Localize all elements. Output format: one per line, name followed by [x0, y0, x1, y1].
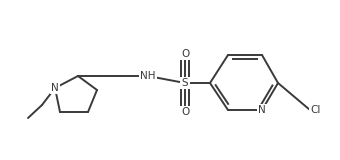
Text: S: S [182, 78, 188, 88]
Text: NH: NH [140, 71, 156, 81]
Text: O: O [181, 49, 189, 59]
Text: N: N [51, 83, 59, 93]
Text: O: O [181, 107, 189, 117]
Text: Cl: Cl [310, 105, 320, 115]
Text: N: N [258, 105, 266, 115]
